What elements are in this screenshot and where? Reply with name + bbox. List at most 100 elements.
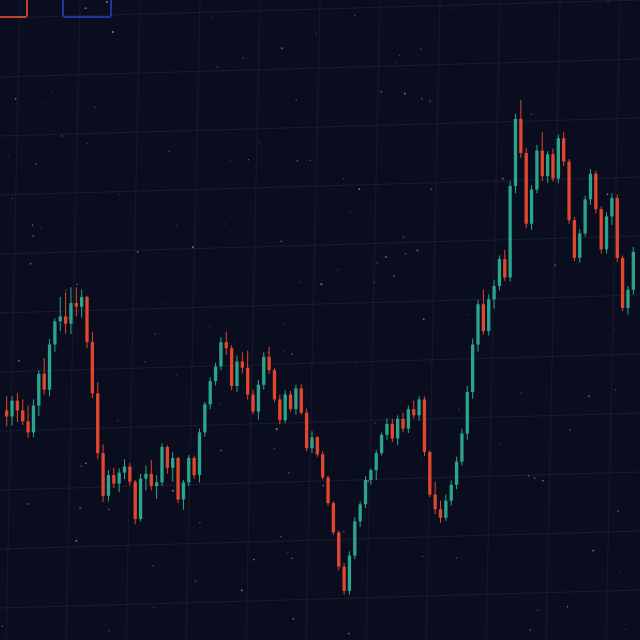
candle-body (197, 432, 202, 476)
star-dot (176, 225, 178, 227)
star-dot (422, 318, 425, 321)
candle-up (406, 405, 411, 433)
candle-down (428, 450, 432, 498)
candle-down (272, 368, 277, 402)
candle-body (192, 457, 196, 476)
candle-body (5, 410, 9, 417)
candle-up (353, 517, 357, 560)
star-dot (537, 609, 539, 612)
candle-body (138, 478, 143, 519)
candle-up (369, 468, 373, 485)
candle-body (492, 285, 496, 300)
candle-up (256, 379, 261, 420)
candle-body (444, 500, 448, 518)
candle-down (133, 479, 137, 525)
star-dot (31, 224, 34, 226)
star-dot (136, 251, 139, 253)
star-dot (458, 408, 460, 410)
candle-body (42, 373, 46, 390)
candle-body (106, 475, 111, 496)
grid-line-vertical (365, 0, 381, 640)
star-dot (194, 580, 197, 582)
candle-down (401, 412, 405, 433)
candle-down (267, 346, 271, 374)
star-dot (418, 4, 420, 6)
toolbar-button-red[interactable] (0, 0, 28, 18)
star-dot (211, 17, 213, 19)
candle-body (556, 138, 560, 179)
candle-body (615, 198, 619, 258)
candle-down (90, 331, 95, 399)
star-dot (313, 358, 315, 360)
candle-down (503, 249, 507, 282)
star-dot (170, 611, 172, 613)
candle-up (578, 229, 582, 263)
candle-body (358, 504, 362, 522)
star-dot (199, 522, 201, 524)
star-dot (191, 246, 195, 249)
candle-down (562, 132, 566, 166)
candle-body (122, 466, 127, 473)
star-dot (404, 252, 407, 255)
star-dot (422, 555, 424, 558)
candle-body (154, 482, 159, 487)
grid-line-horizontal (0, 353, 640, 373)
star-dot (79, 506, 82, 509)
star-dot (542, 479, 544, 482)
candle-body (272, 370, 277, 400)
candle-up (31, 399, 36, 438)
candle-body (497, 259, 502, 286)
star-dot (242, 57, 245, 59)
star-dot (588, 395, 590, 398)
star-dot (75, 539, 78, 542)
star-dot (292, 617, 295, 620)
candle-body (63, 316, 68, 324)
star-dot (51, 91, 53, 93)
candle-down (519, 99, 523, 158)
candle-body (229, 348, 234, 386)
star-dot (290, 353, 294, 356)
star-dot (287, 552, 289, 554)
star-dot (17, 359, 20, 362)
candle-down (615, 194, 619, 263)
candle-down (337, 530, 341, 571)
star-dot (342, 177, 345, 180)
candle-body (235, 361, 239, 386)
candle-up (417, 396, 421, 421)
candle-up (449, 480, 453, 506)
candle-body (10, 400, 14, 417)
star-dot (498, 442, 500, 445)
candle-up (262, 352, 266, 390)
grid-line-vertical (125, 0, 141, 640)
candle-down (192, 455, 196, 479)
candle-body (353, 521, 357, 556)
candle-down (599, 206, 603, 254)
star-dot (168, 150, 170, 153)
candle-up (144, 465, 148, 491)
star-dot (566, 606, 569, 608)
candle-up (610, 193, 614, 225)
star-dot (60, 134, 63, 137)
candle-down (288, 390, 293, 412)
candle-body (69, 303, 73, 324)
candle-up (465, 386, 469, 440)
candle-body (524, 152, 528, 224)
star-dot (376, 262, 378, 264)
candle-up (138, 473, 143, 522)
candle-down (278, 394, 282, 425)
candle-up (444, 494, 448, 521)
candle-down (412, 400, 416, 419)
candle-up (497, 255, 502, 291)
toolbar-button-blue[interactable] (62, 0, 112, 18)
star-dot (71, 209, 73, 211)
candle-body (246, 367, 250, 395)
candle-down (42, 357, 46, 395)
candle-up (545, 151, 550, 183)
candle-body (203, 404, 207, 433)
star-dot (106, 0, 108, 3)
candle-body (53, 321, 57, 345)
star-dot (322, 484, 325, 487)
candle-up (604, 212, 609, 254)
candle-body (21, 410, 25, 422)
